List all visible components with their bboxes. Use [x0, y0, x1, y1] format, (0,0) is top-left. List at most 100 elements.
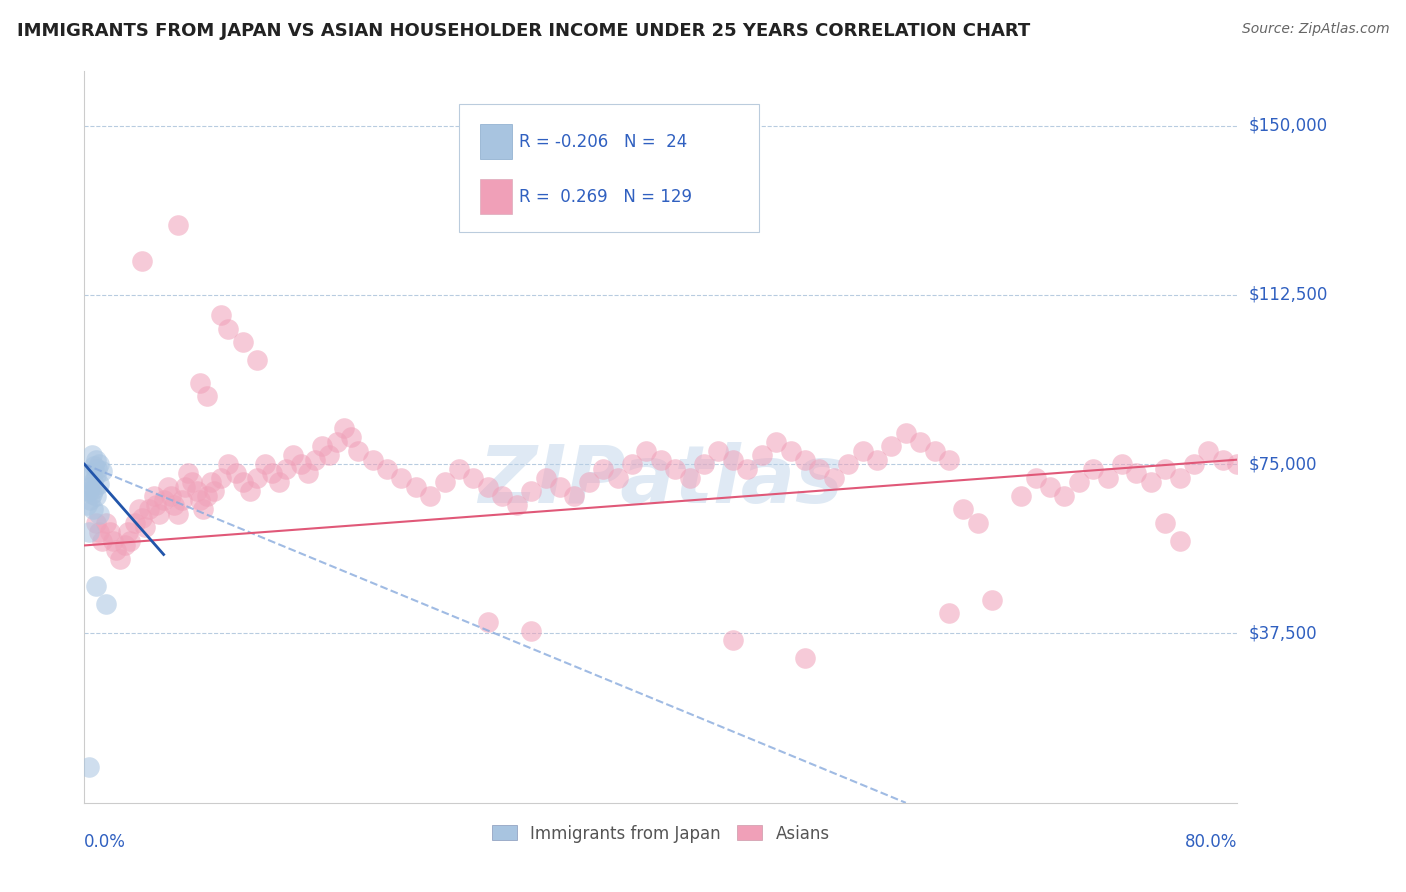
Point: [128, 502, 150, 516]
Point: [636, 443, 658, 458]
Text: R = -0.206   N =  24: R = -0.206 N = 24: [519, 133, 688, 152]
Point: [167, 507, 190, 521]
Point: [967, 516, 990, 530]
Point: [981, 592, 1004, 607]
Point: [477, 615, 499, 630]
Point: [325, 434, 347, 449]
Point: [1182, 457, 1205, 471]
Point: [361, 452, 384, 467]
Point: [84, 516, 107, 530]
Point: [592, 461, 614, 475]
Point: [1039, 480, 1062, 494]
Point: [765, 434, 787, 449]
FancyBboxPatch shape: [479, 179, 512, 214]
Point: [794, 452, 817, 467]
Point: [110, 552, 132, 566]
Point: [202, 484, 225, 499]
Point: [90, 464, 112, 478]
Point: [520, 484, 543, 499]
Point: [218, 457, 240, 471]
Point: [1067, 475, 1090, 490]
Point: [225, 466, 247, 480]
Point: [98, 524, 121, 539]
Legend: Immigrants from Japan, Asians: Immigrants from Japan, Asians: [485, 818, 837, 849]
Point: [84, 468, 107, 483]
Point: [721, 633, 744, 648]
Point: [246, 471, 269, 485]
Point: [84, 489, 107, 503]
Point: [866, 452, 889, 467]
Point: [621, 457, 644, 471]
Point: [172, 493, 194, 508]
Point: [1140, 475, 1163, 490]
Point: [679, 471, 702, 485]
Point: [534, 471, 557, 485]
Point: [160, 489, 183, 503]
Text: R =  0.269   N = 129: R = 0.269 N = 129: [519, 188, 692, 206]
Point: [880, 439, 903, 453]
Point: [79, 480, 101, 494]
Point: [87, 477, 110, 491]
Point: [837, 457, 859, 471]
Point: [83, 459, 105, 474]
Point: [209, 471, 232, 485]
Point: [564, 489, 586, 503]
Point: [1083, 461, 1105, 475]
Point: [650, 452, 672, 467]
Point: [419, 489, 441, 503]
Text: Source: ZipAtlas.com: Source: ZipAtlas.com: [1241, 22, 1389, 37]
Point: [578, 475, 600, 490]
Point: [751, 448, 773, 462]
Point: [80, 466, 103, 480]
Point: [779, 443, 801, 458]
Point: [347, 443, 370, 458]
Point: [114, 538, 136, 552]
Point: [163, 498, 186, 512]
Point: [276, 461, 298, 475]
Point: [77, 524, 100, 539]
Point: [191, 502, 214, 516]
Point: [76, 498, 98, 512]
Point: [260, 466, 283, 480]
Point: [90, 533, 112, 548]
Point: [1168, 533, 1191, 548]
Point: [84, 452, 107, 467]
Point: [188, 376, 211, 390]
Point: [209, 308, 232, 322]
Text: $112,500: $112,500: [1249, 285, 1327, 304]
Point: [117, 524, 139, 539]
Point: [910, 434, 932, 449]
Point: [340, 430, 363, 444]
Point: [1154, 461, 1177, 475]
Point: [1097, 471, 1119, 485]
Point: [938, 452, 960, 467]
Point: [1154, 516, 1177, 530]
Point: [283, 448, 305, 462]
Point: [177, 466, 200, 480]
Point: [606, 471, 628, 485]
Text: IMMIGRANTS FROM JAPAN VS ASIAN HOUSEHOLDER INCOME UNDER 25 YEARS CORRELATION CHA: IMMIGRANTS FROM JAPAN VS ASIAN HOUSEHOLD…: [17, 22, 1031, 40]
Point: [794, 651, 817, 665]
Point: [239, 484, 262, 499]
Point: [186, 484, 208, 499]
Point: [105, 543, 128, 558]
Point: [449, 461, 471, 475]
Point: [823, 471, 845, 485]
Point: [463, 471, 485, 485]
Point: [894, 425, 917, 440]
Point: [477, 480, 499, 494]
Point: [664, 461, 686, 475]
Text: ZIPatlas: ZIPatlas: [478, 442, 844, 520]
Point: [138, 502, 160, 516]
Point: [1125, 466, 1147, 480]
Point: [506, 498, 529, 512]
Point: [433, 475, 456, 490]
Point: [86, 461, 108, 475]
Point: [82, 475, 104, 490]
Point: [131, 254, 153, 268]
Point: [87, 507, 110, 521]
FancyBboxPatch shape: [460, 104, 759, 232]
Text: $37,500: $37,500: [1249, 624, 1317, 642]
Point: [520, 624, 543, 639]
Point: [80, 486, 103, 500]
